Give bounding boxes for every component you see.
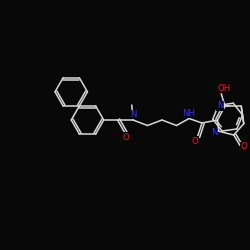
Text: O: O — [240, 142, 247, 151]
Text: OH: OH — [218, 84, 231, 93]
Text: O: O — [192, 137, 198, 146]
Text: N: N — [211, 128, 218, 137]
Text: N: N — [217, 101, 223, 110]
Text: O: O — [123, 133, 130, 142]
Text: NH: NH — [182, 108, 196, 118]
Text: N: N — [130, 110, 136, 119]
